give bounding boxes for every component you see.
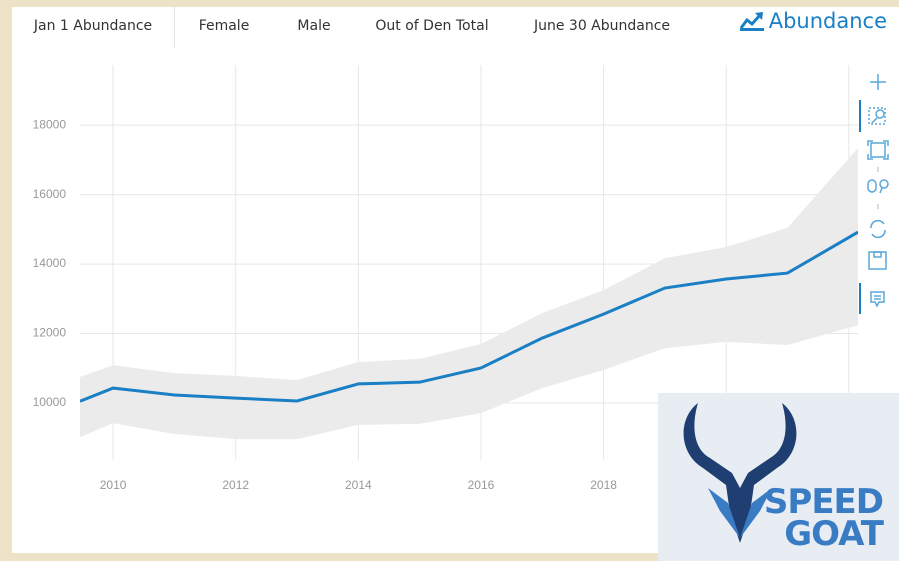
logo: SPEED GOAT	[658, 393, 899, 561]
x-tick-label: 2012	[222, 478, 249, 492]
y-tick-label: 10000	[33, 395, 67, 409]
y-tick-label: 18000	[33, 117, 67, 131]
x-tick-label: 2014	[345, 478, 372, 492]
logo-mark	[683, 403, 797, 543]
tab-bar: Jan 1 Abundance Female Male Out of Den T…	[12, 7, 899, 49]
hover-tool[interactable]	[870, 291, 885, 308]
plot-area	[80, 148, 858, 440]
tab[interactable]: Jan 1 Abundance	[12, 7, 175, 48]
y-tick-label: 16000	[33, 187, 67, 201]
reset-tool[interactable]	[870, 219, 886, 239]
line	[80, 230, 858, 403]
confidence-band	[80, 148, 858, 440]
tick-labels: 10000 12000 14000 16000 18000 2010 2012 2014 201…	[33, 117, 863, 492]
tab[interactable]: Female	[198, 18, 250, 34]
toolbar	[859, 74, 889, 314]
logo-text: GOAT	[784, 514, 884, 554]
header-title: Abundance	[739, 9, 887, 33]
x-tick-label: 2010	[100, 478, 127, 492]
zoom-tool[interactable]	[868, 107, 886, 125]
chart-icon	[739, 12, 764, 31]
tab[interactable]: June 30 Abundance	[533, 18, 671, 34]
pan-tool[interactable]	[870, 74, 886, 90]
box-zoom-tool[interactable]	[867, 140, 889, 160]
x-tick-label: 2016	[468, 478, 495, 492]
title-text: Abundance	[768, 9, 887, 33]
tab[interactable]: Male	[297, 18, 331, 34]
x-tick-label: 2018	[590, 478, 617, 492]
y-tick-label: 14000	[33, 256, 67, 270]
y-tick-label: 12000	[33, 326, 67, 340]
tab[interactable]: Out of Den Total	[375, 18, 489, 34]
logo-text: SPEED	[763, 482, 884, 522]
wheel-zoom-tool[interactable]	[867, 179, 889, 194]
save-tool[interactable]	[868, 251, 887, 270]
